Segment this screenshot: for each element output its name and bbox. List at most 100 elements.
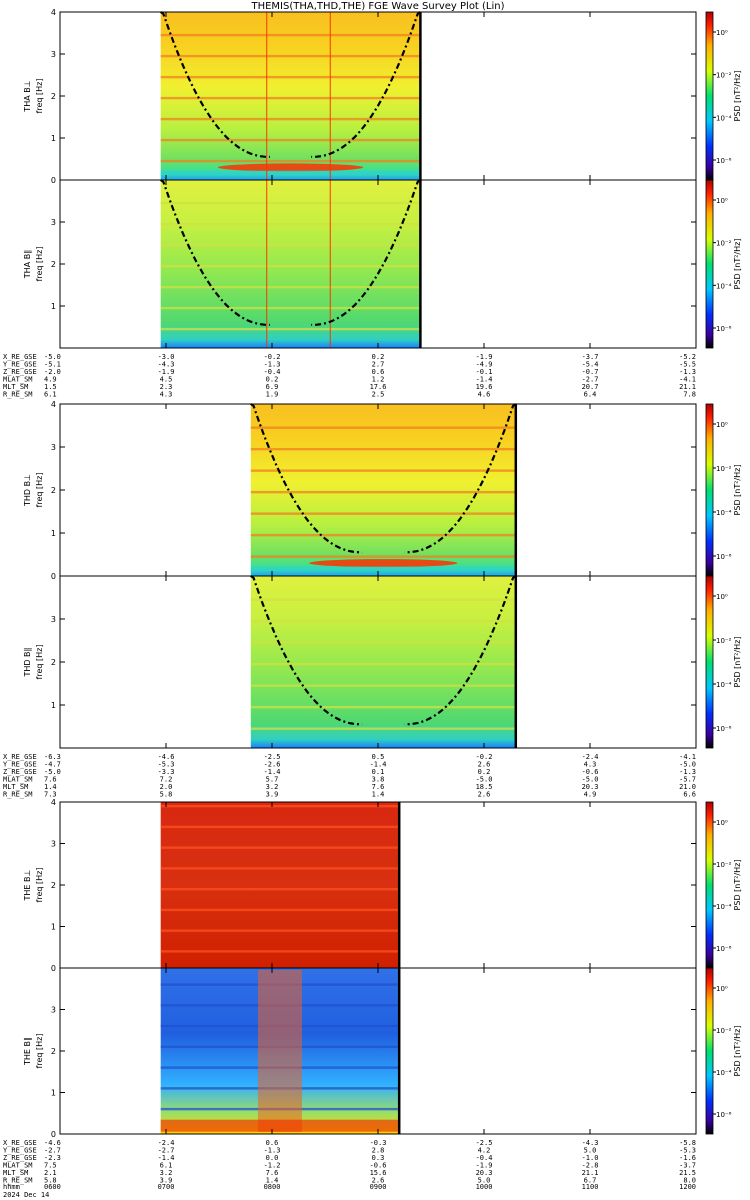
time-tick-label: 0800	[264, 1183, 281, 1191]
ylabel-probe: THA B⊥	[23, 80, 32, 112]
figure-title: THEMIS(THA,THD,THE) FGE Wave Survey Plot…	[251, 1, 505, 12]
orbit-value: -0.6	[370, 1162, 387, 1170]
y-tick-label: 3	[51, 840, 56, 849]
y-tick-label: 2	[51, 1047, 56, 1056]
orbit-value: -4.3	[582, 1139, 599, 1147]
low-freq-peak	[217, 163, 364, 172]
orbit-value: 17.6	[370, 383, 387, 391]
orbit-value: 18.5	[476, 783, 493, 791]
harmonic-band	[250, 555, 516, 558]
orbit-value: -0.7	[582, 368, 599, 376]
orbit-value: 6.9	[266, 383, 279, 391]
orbit-value: 4.5	[160, 376, 173, 384]
colorbar-label: PSD [nT²/Hz]	[733, 71, 742, 122]
colorbar-tick-label: 10⁻⁴	[716, 114, 732, 122]
orbit-value: 2.6	[478, 761, 491, 769]
spectrogram-fill	[160, 180, 421, 348]
orbit-value: 2.5	[372, 391, 385, 399]
orbit-value: 4.2	[478, 1147, 491, 1155]
harmonic-band	[250, 512, 516, 515]
orbit-value: 7.3	[44, 791, 57, 799]
y-tick-label: 0	[51, 964, 56, 973]
orbit-value: 1.9	[266, 391, 279, 399]
orbit-value: 4.3	[584, 761, 597, 769]
orbit-value: -2.4	[582, 753, 599, 761]
orbit-value: 6.1	[160, 1162, 173, 1170]
spectrogram-fill	[250, 576, 516, 748]
harmonic-band	[250, 641, 516, 644]
colorbar-label: PSD [nT²/Hz]	[733, 1026, 742, 1077]
orbit-value: 7.8	[683, 391, 696, 399]
orbit-value: -5.5	[679, 361, 696, 369]
harmonic-band	[160, 222, 421, 226]
harmonic-band	[160, 138, 421, 142]
colorbar-tick-label: 10⁻²	[716, 1027, 732, 1035]
low-freq-peak	[309, 559, 458, 568]
orbit-value: 21.1	[679, 383, 696, 391]
orbit-value: -0.4	[476, 1154, 493, 1162]
harmonic-band	[250, 619, 516, 623]
colorbar-gradient	[705, 179, 714, 349]
colorbar-label: PSD [nT²/Hz]	[733, 465, 742, 516]
colorbar-tick-label: 10⁻²	[716, 861, 732, 869]
orbit-value: 4.9	[44, 376, 57, 384]
orbit-value: -1.0	[582, 1154, 599, 1162]
orbit-value: -3.0	[158, 353, 175, 361]
orbit-value: 0.1	[372, 768, 385, 776]
orbit-value: 2.6	[478, 791, 491, 799]
orbit-value: 2.3	[160, 383, 173, 391]
orbit-value: -1.6	[679, 1154, 696, 1162]
y-tick-label: 3	[51, 218, 56, 227]
orbit-value: 21.1	[582, 1169, 599, 1177]
cyclotron-curve-right	[311, 179, 422, 326]
y-tick-label: 2	[51, 658, 56, 667]
orbit-row-label: MLT_SM	[3, 383, 28, 391]
low-freq-band	[160, 170, 421, 176]
orbit-value: 0.2	[372, 353, 385, 361]
cyclotron-curve-left	[250, 403, 363, 554]
orbit-value: 2.8	[372, 1147, 385, 1155]
orbit-value: -1.9	[476, 1162, 493, 1170]
orbit-value: -3.7	[679, 1162, 696, 1170]
orbit-row-label: Z_RE_GSE	[3, 368, 37, 376]
y-tick-label: 2	[51, 486, 56, 495]
colorbar-tick-label: 10⁰	[716, 197, 728, 205]
colorbar: 10⁰ 10⁻² 10⁻⁴ 10⁻⁶ PSD [nT²/Hz]	[705, 403, 742, 577]
panel-tha-perp: 0 1 2 3 4 THA B⊥ freq [Hz] 10⁰ 10⁻² 10⁻⁴ 10⁻⁶ PSD […	[23, 8, 742, 185]
harmonic-band	[160, 846, 400, 849]
harmonic-band	[160, 887, 400, 891]
harmonic-band	[160, 117, 421, 121]
colorbar-tick-label: 10⁻⁶	[716, 325, 732, 333]
orbit-value: -6.3	[44, 753, 61, 761]
orbit-value: -2.5	[264, 753, 281, 761]
colorbar-gradient	[705, 801, 714, 969]
colorbar-tick-label: 10⁰	[716, 819, 728, 827]
orbit-value: -5.0	[44, 353, 61, 361]
orbit-value: 15.6	[370, 1169, 387, 1177]
orbit-value: 0.0	[266, 1154, 279, 1162]
orbit-value: -4.6	[44, 1139, 61, 1147]
orbit-row-label: MLAT_SM	[3, 376, 33, 384]
ylabel-probe: THA B∥	[23, 250, 32, 279]
orbit-value: 0.6	[266, 1139, 279, 1147]
panel-thd-par: 1 2 3 THD B∥ freq [Hz] 10⁰ 10⁻² 10⁻⁴ 10⁻⁶ PSD [nT…	[23, 575, 742, 749]
orbit-value: -1.4	[370, 761, 387, 769]
orbit-value: 0.3	[372, 1154, 385, 1162]
colorbar-tick-label: 10⁻⁶	[716, 553, 732, 561]
ylabel-probe: THD B⊥	[23, 474, 32, 507]
low-freq-band	[250, 566, 516, 572]
spectrogram-fill	[250, 404, 516, 576]
orbit-value: -1.3	[679, 768, 696, 776]
orbit-row-label: MLAT_SM	[3, 776, 33, 784]
orbit-value: 6.6	[683, 791, 696, 799]
orbit-row-label: X_RE_GSE	[3, 353, 37, 361]
orbit-value: 1.5	[44, 383, 57, 391]
orbit-value: -5.0	[44, 768, 61, 776]
orbit-value: -4.7	[44, 761, 61, 769]
orbit-value: -5.7	[679, 776, 696, 784]
harmonic-band	[160, 825, 400, 829]
y-tick-label: 3	[51, 443, 56, 452]
orbit-value: 21.5	[679, 1169, 696, 1177]
colorbar: 10⁰ 10⁻² 10⁻⁴ 10⁻⁶ PSD [nT²/Hz]	[705, 575, 742, 749]
